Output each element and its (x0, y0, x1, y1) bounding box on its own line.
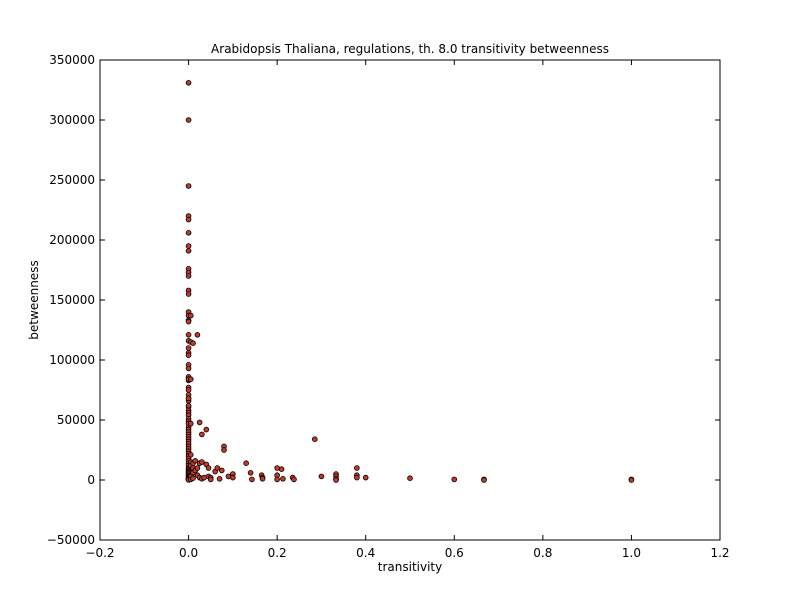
data-point (259, 475, 266, 482)
y-tick-label: 250000 (49, 173, 95, 187)
data-point (190, 475, 196, 482)
x-tick-label: 0.4 (356, 546, 375, 560)
data-point (205, 465, 212, 471)
y-tick-label: 0 (87, 473, 95, 487)
data-point (185, 243, 192, 249)
data-point (185, 248, 192, 254)
data-point (194, 331, 201, 338)
data-point (451, 476, 458, 483)
data-point (196, 419, 203, 426)
data-point (249, 476, 255, 483)
x-tick-label: 0.8 (533, 546, 552, 560)
data-point (185, 80, 192, 86)
data-point (311, 436, 318, 443)
data-point (354, 465, 360, 471)
data-point (185, 230, 192, 236)
data-point (199, 431, 205, 438)
data-point (216, 475, 223, 482)
data-point (185, 331, 192, 338)
data-point (214, 465, 221, 471)
data-point (185, 216, 192, 223)
data-point (185, 352, 192, 359)
data-point (221, 447, 227, 453)
data-point (190, 340, 196, 347)
data-point (185, 345, 192, 351)
data-point (185, 395, 192, 402)
y-tick-label: 300000 (49, 113, 95, 127)
data-point (185, 291, 192, 297)
data-point (185, 183, 192, 189)
y-tick-label: 150000 (49, 293, 95, 307)
data-point (274, 476, 280, 483)
x-tick-label: −0.2 (85, 546, 114, 560)
x-tick-label: 1.0 (622, 546, 641, 560)
data-points (185, 80, 635, 483)
chart-title: Arabidopsis Thaliana, regulations, th. 8… (211, 42, 609, 56)
y-tick-label: 50000 (57, 413, 95, 427)
x-tick-label: 0.0 (179, 546, 198, 560)
plot-frame (99, 59, 721, 541)
data-point (187, 376, 194, 383)
y-tick-label: 350000 (49, 53, 95, 67)
tick-labels: −0.2 0.0 0.2 0.4 0.6 0.8 1.0 1.2 −50000 0 50000 100… (47, 53, 730, 560)
data-point (185, 365, 192, 372)
data-point (318, 473, 325, 480)
data-point (192, 457, 199, 464)
y-tick-label: −50000 (47, 533, 95, 547)
x-tick-label: 1.2 (710, 546, 729, 560)
data-point (185, 117, 192, 123)
data-point (199, 459, 205, 465)
data-point (185, 402, 192, 409)
data-point (354, 474, 360, 481)
data-point (230, 474, 236, 481)
y-tick-label: 200000 (49, 233, 95, 247)
data-point (628, 477, 635, 483)
data-point (407, 475, 413, 482)
data-point (207, 476, 214, 483)
data-point (243, 460, 249, 467)
data-point (362, 474, 369, 481)
y-axis-label: betweenness (27, 260, 41, 339)
data-point (481, 477, 487, 483)
data-point (185, 387, 192, 393)
data-point (203, 426, 210, 433)
data-point (291, 476, 297, 483)
y-tick-label: 100000 (49, 353, 95, 367)
data-point (333, 477, 339, 483)
data-point (187, 451, 194, 458)
data-point (278, 466, 285, 473)
x-tick-label: 0.2 (268, 546, 287, 560)
data-point (185, 318, 192, 325)
data-point (185, 273, 192, 279)
x-axis-label: transitivity (378, 560, 442, 574)
data-point (218, 467, 225, 474)
data-point (247, 469, 254, 476)
data-point (187, 420, 194, 427)
data-point (194, 465, 201, 471)
data-point (280, 475, 286, 482)
data-point (187, 312, 194, 319)
x-tick-label: 0.6 (445, 546, 464, 560)
